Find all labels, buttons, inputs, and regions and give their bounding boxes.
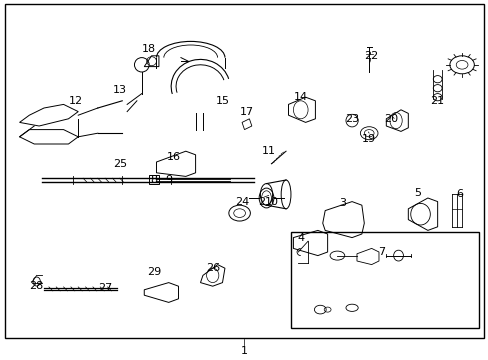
Text: 18: 18 [142,44,156,54]
Text: 3: 3 [338,198,345,208]
Text: 7: 7 [377,247,384,257]
Bar [290,232,478,328]
Text: 6: 6 [455,189,462,199]
Text: 12: 12 [69,96,82,106]
Text: 5: 5 [414,188,421,198]
Text: 13: 13 [113,85,126,95]
Text: 10: 10 [264,197,278,207]
Text: 19: 19 [362,134,375,144]
Text: 26: 26 [205,263,219,273]
Text: 15: 15 [215,96,229,106]
Text: 20: 20 [384,114,397,124]
Text: 16: 16 [166,152,180,162]
Text: 27: 27 [98,283,112,293]
Text: 11: 11 [262,146,275,156]
Text: 2: 2 [258,197,264,207]
Text: 24: 24 [234,197,249,207]
Text: 4: 4 [297,233,304,243]
Text: 8: 8 [150,175,157,185]
Text: 17: 17 [240,107,253,117]
Text: 23: 23 [345,114,358,124]
Text: 14: 14 [293,92,307,102]
Text: 22: 22 [364,51,378,61]
Text: 21: 21 [430,96,444,106]
Text: 1: 1 [241,346,247,356]
Text: 25: 25 [113,159,126,169]
Text: 28: 28 [29,281,44,291]
Text: 29: 29 [146,267,161,277]
Text: 9: 9 [165,175,172,185]
